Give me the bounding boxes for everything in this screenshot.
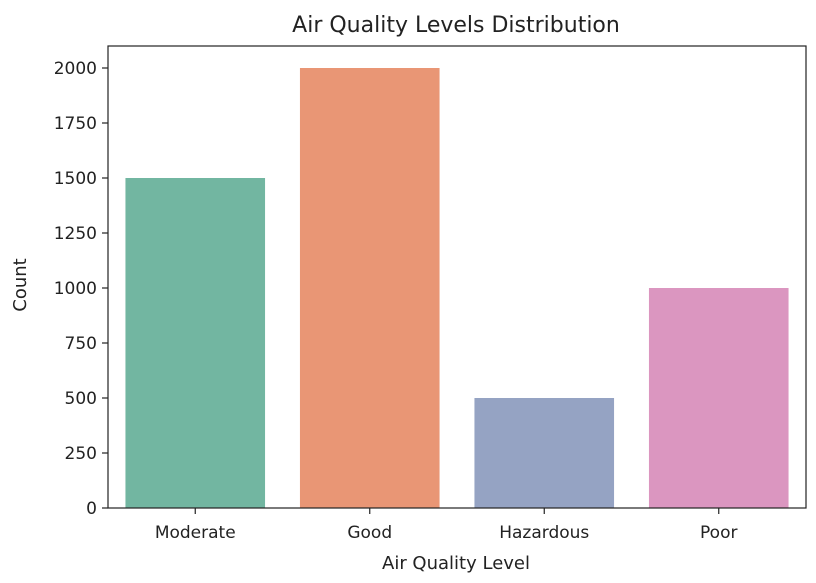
chart-title: Air Quality Levels Distribution bbox=[292, 13, 620, 38]
y-tick-label: 1750 bbox=[54, 114, 97, 134]
bar-good bbox=[299, 68, 440, 508]
x-tick-label: Hazardous bbox=[499, 523, 589, 543]
x-axis: Moderate Good Hazardous Poor bbox=[155, 508, 737, 543]
y-axis-label: Count bbox=[10, 258, 31, 311]
y-tick-label: 500 bbox=[65, 389, 97, 409]
y-tick-label: 1250 bbox=[54, 224, 97, 244]
y-tick-label: 0 bbox=[86, 499, 97, 519]
bar-hazardous bbox=[474, 398, 615, 508]
y-tick-label: 750 bbox=[65, 334, 97, 354]
y-tick-label: 1000 bbox=[54, 279, 97, 299]
x-tick-label: Poor bbox=[700, 523, 737, 543]
bar-poor bbox=[648, 288, 789, 508]
x-axis-label: Air Quality Level bbox=[382, 553, 530, 574]
x-tick-label: Good bbox=[347, 523, 392, 543]
x-tick-label: Moderate bbox=[155, 523, 236, 543]
y-axis: 0 250 500 750 1000 1250 1500 1750 2000 bbox=[54, 59, 108, 519]
y-tick-label: 1500 bbox=[54, 169, 97, 189]
y-tick-label: 250 bbox=[65, 444, 97, 464]
y-tick-label: 2000 bbox=[54, 59, 97, 79]
bars-group bbox=[125, 68, 789, 508]
bar-moderate bbox=[125, 178, 266, 508]
plot-frame bbox=[107, 45, 807, 509]
